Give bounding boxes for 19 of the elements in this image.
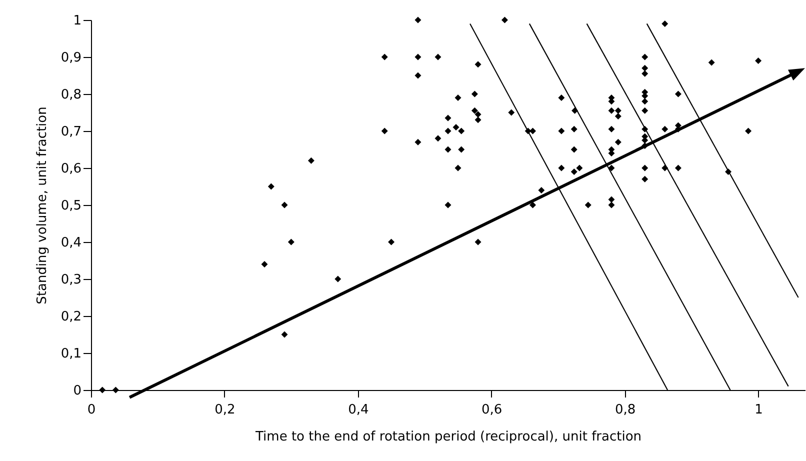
y-tick-label: 0,3: [60, 272, 82, 288]
y-tick-label: 0,9: [60, 50, 82, 66]
x-tick-label: 0,8: [614, 402, 636, 418]
x-tick-label: 0,6: [482, 402, 502, 418]
x-tick-label: 1: [754, 402, 763, 418]
x-tick-label: 0,4: [348, 402, 369, 418]
y-tick-label: 0,7: [60, 124, 82, 140]
y-tick-label: 1: [73, 14, 82, 28]
x-axis-title: Time to the end of rotation period (reciprocal), unit fraction: [254, 430, 642, 444]
y-tick-label: 0,5: [60, 198, 82, 214]
y-tick-label: 0,2: [60, 310, 82, 324]
y-axis-title: Standing volume, unit fraction: [34, 106, 50, 304]
y-tick-label: 0: [73, 384, 82, 398]
y-tick-label: 0,4: [60, 236, 82, 250]
y-tick-label: 0,8: [60, 88, 82, 102]
x-tick-label: 0: [87, 402, 96, 418]
y-tick-label: 0,6: [60, 162, 82, 176]
y-tick-label: 0,1: [60, 346, 82, 362]
x-tick-label: 0,2: [214, 402, 236, 418]
